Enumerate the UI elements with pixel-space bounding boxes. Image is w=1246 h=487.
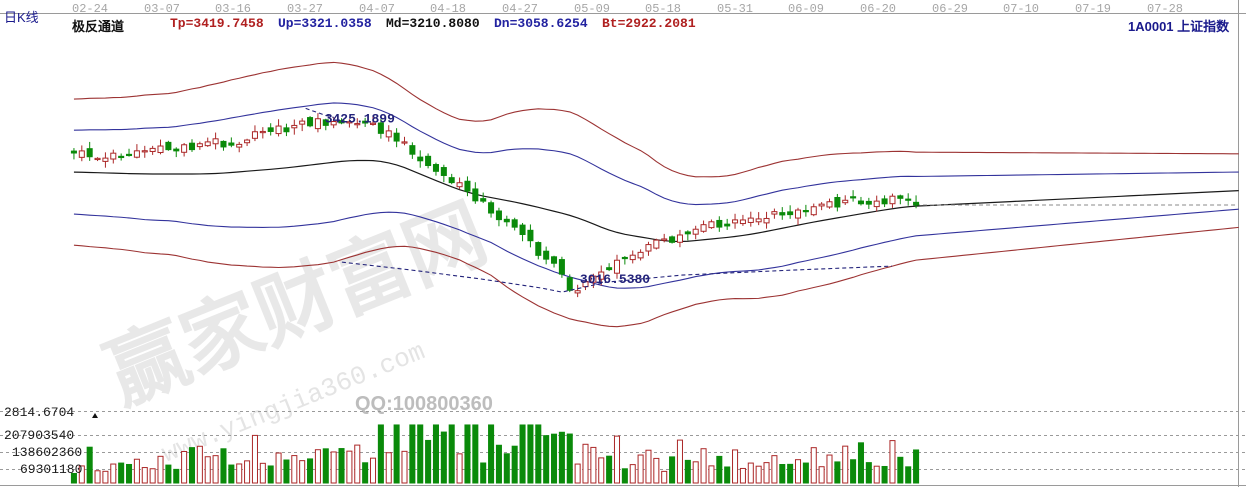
- svg-text:3425.1899: 3425.1899: [325, 111, 395, 126]
- svg-text:3016.5380: 3016.5380: [580, 272, 650, 287]
- svg-text:QQ:100800360: QQ:100800360: [355, 393, 493, 415]
